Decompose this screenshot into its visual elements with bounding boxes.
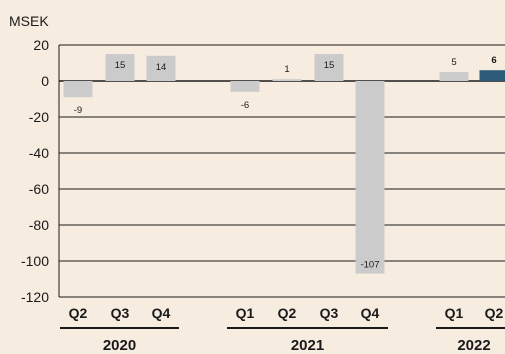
bar-value-label: 1: [284, 64, 289, 75]
bar: [314, 54, 344, 81]
x-category-label: Q1: [236, 305, 255, 321]
bar-value-label: -107: [360, 260, 379, 271]
y-tick-label: -20: [29, 109, 49, 125]
y-tick-label: -40: [29, 145, 49, 161]
bar-value-label: 5: [451, 57, 456, 68]
y-tick-label: -80: [29, 217, 49, 233]
year-label: 2021: [291, 337, 324, 354]
x-category-label: Q4: [361, 305, 380, 321]
bar-value-label: 15: [324, 60, 335, 71]
x-axis-categories: Q2 Q3 Q4 Q1 Q2 Q3 Q4 Q1 Q2: [69, 305, 504, 321]
x-category-label: Q4: [152, 305, 171, 321]
y-tick-label: 20: [33, 37, 49, 53]
unit-label: MSEK: [9, 13, 49, 29]
x-category-label: Q3: [320, 305, 339, 321]
y-axis-ticks: 20 0 -20 -40 -60 -80 -100 -120: [21, 37, 49, 305]
bars: [63, 54, 505, 274]
bar-value-label: 15: [115, 60, 126, 71]
y-tick-label: -60: [29, 181, 49, 197]
y-tick-label: -100: [21, 253, 49, 269]
bar: [479, 70, 505, 81]
y-tick-label: -120: [21, 289, 49, 305]
x-category-label: Q2: [69, 305, 88, 321]
gridlines: [58, 44, 505, 298]
bar: [230, 81, 260, 92]
year-label: 2022: [457, 337, 490, 354]
x-category-label: Q2: [485, 305, 504, 321]
bar: [146, 55, 176, 81]
bar-value-label: -6: [241, 100, 249, 111]
bar: [355, 81, 385, 274]
bar: [105, 54, 135, 81]
bar: [63, 81, 93, 98]
value-labels: -9 15 14 -6 1 15 -107 5 6: [74, 55, 497, 270]
x-axis-years: 2020 2021 2022: [60, 327, 505, 354]
x-category-label: Q1: [445, 305, 464, 321]
year-label: 2020: [103, 337, 136, 354]
bar-value-label: 14: [156, 62, 167, 73]
bar-value-label: -9: [74, 105, 82, 116]
bar: [439, 72, 469, 81]
bar-value-label: 6: [491, 55, 496, 66]
x-category-label: Q3: [111, 305, 130, 321]
x-category-label: Q2: [278, 305, 297, 321]
y-tick-label: 0: [41, 73, 49, 89]
bar: [272, 79, 302, 81]
